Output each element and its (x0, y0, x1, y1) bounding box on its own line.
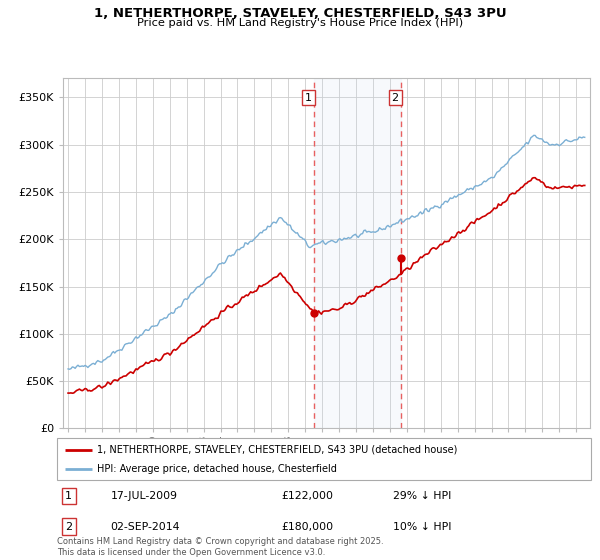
Text: 29% ↓ HPI: 29% ↓ HPI (394, 491, 452, 501)
Text: HPI: Average price, detached house, Chesterfield: HPI: Average price, detached house, Ches… (97, 464, 337, 474)
Text: 10% ↓ HPI: 10% ↓ HPI (394, 522, 452, 531)
Text: £180,000: £180,000 (281, 522, 334, 531)
Text: 2: 2 (65, 522, 73, 531)
Text: 02-SEP-2014: 02-SEP-2014 (110, 522, 180, 531)
Text: Price paid vs. HM Land Registry's House Price Index (HPI): Price paid vs. HM Land Registry's House … (137, 18, 463, 28)
Bar (314, 78, 401, 428)
Text: 1: 1 (305, 92, 312, 102)
Text: 17-JUL-2009: 17-JUL-2009 (110, 491, 178, 501)
Text: 1: 1 (65, 491, 72, 501)
Text: £122,000: £122,000 (281, 491, 333, 501)
Text: Contains HM Land Registry data © Crown copyright and database right 2025.
This d: Contains HM Land Registry data © Crown c… (57, 537, 383, 557)
Text: 1, NETHERTHORPE, STAVELEY, CHESTERFIELD, S43 3PU: 1, NETHERTHORPE, STAVELEY, CHESTERFIELD,… (94, 7, 506, 20)
Text: 1, NETHERTHORPE, STAVELEY, CHESTERFIELD, S43 3PU (detached house): 1, NETHERTHORPE, STAVELEY, CHESTERFIELD,… (97, 445, 457, 455)
Text: 2: 2 (392, 92, 399, 102)
